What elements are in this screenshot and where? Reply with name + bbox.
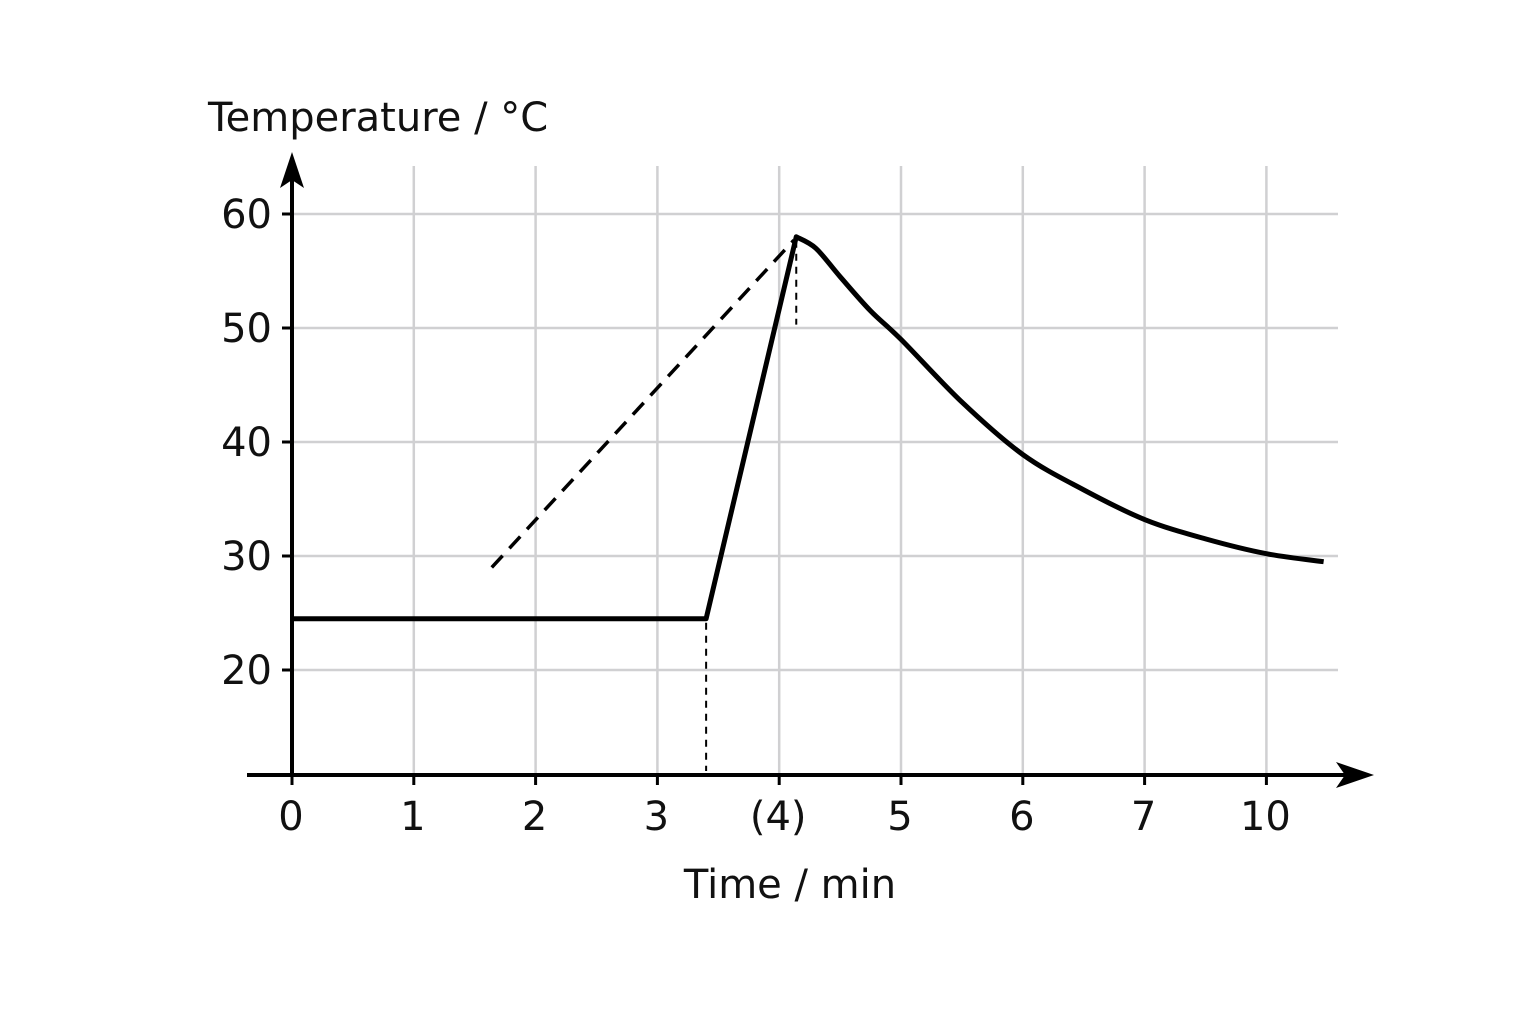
reference-lines (705, 240, 798, 771)
tick-labels: 0 1 2 3 (4) 5 6 7 10 20 30 40 50 60 (221, 192, 1291, 840)
x-tick-label: 1 (400, 794, 425, 840)
y-axis-title: Temperature / °C (207, 95, 548, 141)
tick-marks (282, 212, 1268, 785)
temperature-curve (292, 234, 1324, 622)
y-tick-label: 50 (221, 306, 272, 352)
x-tick-label: 3 (644, 794, 669, 840)
x-axis-arrow-icon (1336, 762, 1374, 788)
x-tick-label: 10 (1240, 794, 1291, 840)
x-tick-label: 6 (1009, 794, 1034, 840)
extrapolation-dashed-line (490, 239, 796, 569)
grid-lines (292, 166, 1338, 775)
y-axis-arrow-icon (280, 152, 304, 188)
y-tick-label: 20 (221, 648, 272, 694)
x-tick-label: 5 (887, 794, 912, 840)
y-tick-label: 30 (221, 534, 272, 580)
y-tick-label: 40 (221, 420, 272, 466)
x-tick-label: 2 (522, 794, 547, 840)
x-tick-label: 0 (278, 794, 303, 840)
x-tick-label: 7 (1131, 794, 1156, 840)
data-series (292, 234, 1324, 622)
y-tick-label: 60 (221, 192, 272, 238)
axes (247, 152, 1374, 788)
x-axis-title: Time / min (683, 862, 896, 908)
x-tick-label: (4) (750, 794, 807, 840)
